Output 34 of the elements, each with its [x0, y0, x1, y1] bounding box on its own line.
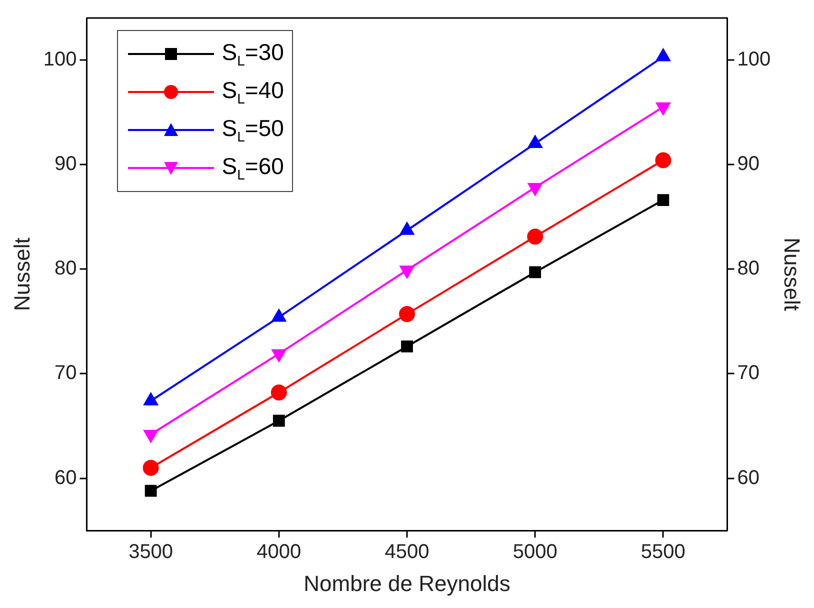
y2-tick-label: 80 [737, 258, 760, 280]
y-tick-label: 100 [43, 48, 77, 70]
y2-tick-label: 90 [737, 152, 760, 175]
legend-label: S$_{L}$=30 [222, 39, 284, 69]
point [142, 460, 159, 476]
x-tick-label: 5500 [640, 541, 686, 564]
point [656, 102, 670, 115]
y2-tick-label: 70 [737, 362, 760, 384]
x-tick-label: 4500 [384, 541, 430, 564]
y2-axis-title: Nusselt [780, 238, 805, 311]
point [270, 384, 287, 401]
legend-label: S$_{L}$=50 [222, 115, 284, 145]
y-tick-label: 90 [54, 152, 77, 175]
point [655, 152, 672, 168]
x-tick-label: 3500 [128, 541, 174, 564]
point [657, 194, 670, 206]
x-tick-label: 4000 [256, 541, 302, 564]
point [529, 266, 542, 278]
point [528, 182, 542, 196]
point [399, 306, 415, 322]
y-axis-title: Nusselt [9, 238, 34, 311]
x-axis-title: Nombre de Reynolds [304, 570, 510, 596]
x-tick-label: 5000 [512, 541, 558, 564]
point [401, 340, 413, 352]
legend-label: S$_{L}$=40 [222, 77, 284, 107]
point [272, 414, 285, 427]
y-tick-label: 60 [54, 466, 77, 489]
y-tick-label: 80 [54, 258, 77, 280]
legend-label: S$_{L}$=60 [222, 153, 284, 183]
y2-tick-label: 100 [737, 48, 771, 70]
y-tick-label: 70 [54, 362, 77, 384]
point [527, 228, 544, 245]
point [144, 484, 157, 497]
y2-tick-label: 60 [737, 466, 760, 489]
